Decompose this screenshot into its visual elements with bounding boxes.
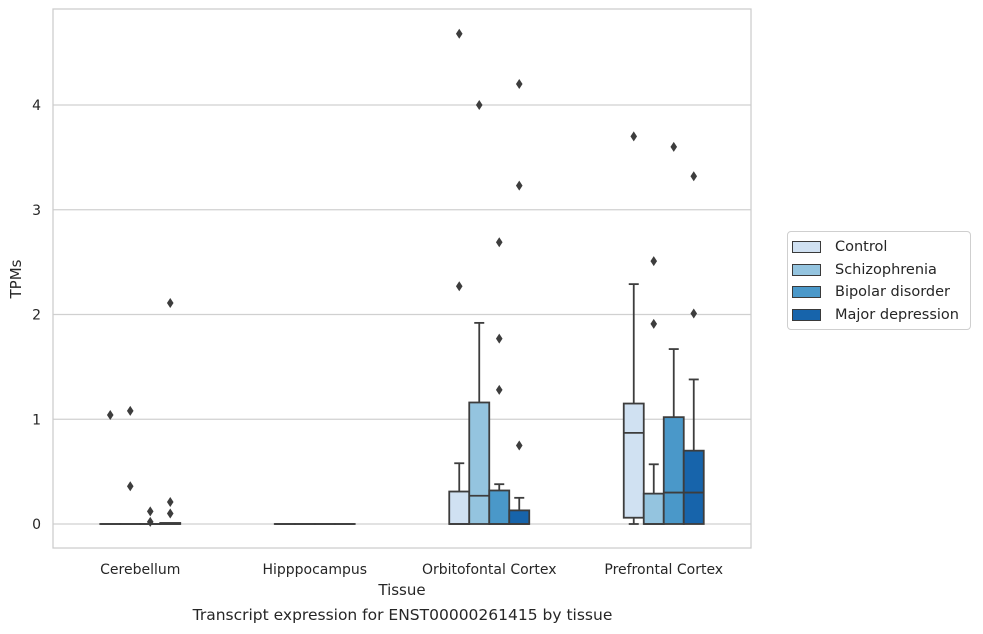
outlier-point [630,131,638,142]
legend-label: Schizophrenia [835,261,937,278]
legend-label: Control [835,239,888,256]
box-bipolar-disorder [139,506,162,527]
y-tick-label: 2 [32,308,41,324]
outlier-point [515,440,523,451]
outlier-point [650,318,658,329]
legend-item: Bipolar disorder [788,281,970,304]
boxes [99,28,705,527]
legend-item: Major depression [788,304,970,327]
y-tick-label: 3 [32,203,41,219]
outlier-point [690,171,698,182]
box-body [468,401,491,525]
legend-swatch [792,263,821,276]
box-schizophrenia [642,256,665,525]
box-control [448,28,471,525]
x-tick-label: Prefrontal Cortex [604,562,723,578]
box-body [682,449,705,525]
outlier-point [475,100,483,110]
legend-swatch [792,286,821,299]
box-schizophrenia [119,405,142,525]
y-tick-label: 1 [32,412,41,428]
box-body [508,509,531,525]
box-control [622,131,645,525]
outlier-point [515,180,523,191]
x-tick-label: Hipppocampus [262,562,367,578]
outlier-point [690,308,698,319]
figure-caption: Transcript expression for ENST0000026141… [192,606,613,624]
legend: Control Schizophrenia Bipolar disorder Majo… [787,231,971,330]
outlier-point [126,405,134,416]
x-tick-label: Cerebellum [100,562,180,578]
outlier-point [495,384,503,395]
legend-label: Bipolar disorder [835,284,950,301]
legend-label: Major depression [835,306,959,323]
legend-swatch [792,308,821,321]
legend-swatch [792,241,821,254]
x-axis-ticks: Cerebellum Hipppocampus Orbitofontal Corte… [100,562,723,578]
y-axis-title: TPMs [7,259,25,299]
outlier-point [650,256,658,267]
box-major-depression [508,79,531,525]
gridlines [53,104,751,525]
outlier-point [166,297,174,308]
plot-area-frame [52,8,752,549]
y-tick-label: 4 [32,98,41,114]
outlier-point [495,333,503,344]
box-body [642,492,665,525]
box-bipolar-disorder [488,237,511,525]
box-major-depression [159,297,182,525]
outlier-point [495,237,503,248]
box-control [99,410,122,525]
outlier-point [146,516,154,527]
outlier-point [670,141,678,152]
box-body [662,416,685,525]
outlier-point [166,497,174,508]
box-body [448,490,471,525]
outlier-point [455,281,463,292]
outlier-point [106,410,114,421]
box-body [488,489,511,525]
box-bipolar-disorder [662,141,685,525]
box-schizophrenia [468,100,491,525]
x-axis-title: Tissue [377,581,425,599]
outlier-point [146,506,154,517]
legend-item: Schizophrenia [788,259,970,282]
y-tick-label: 0 [32,517,41,533]
outlier-point [166,508,174,519]
outlier-point [455,28,463,39]
y-axis-ticks: 0 1 2 3 4 [32,98,41,533]
box-body [622,402,645,519]
legend-item: Control [788,236,970,259]
x-tick-label: Orbitofontal Cortex [422,562,557,578]
box-major-depression [682,171,705,525]
outlier-point [515,79,523,90]
outlier-point [126,481,134,492]
